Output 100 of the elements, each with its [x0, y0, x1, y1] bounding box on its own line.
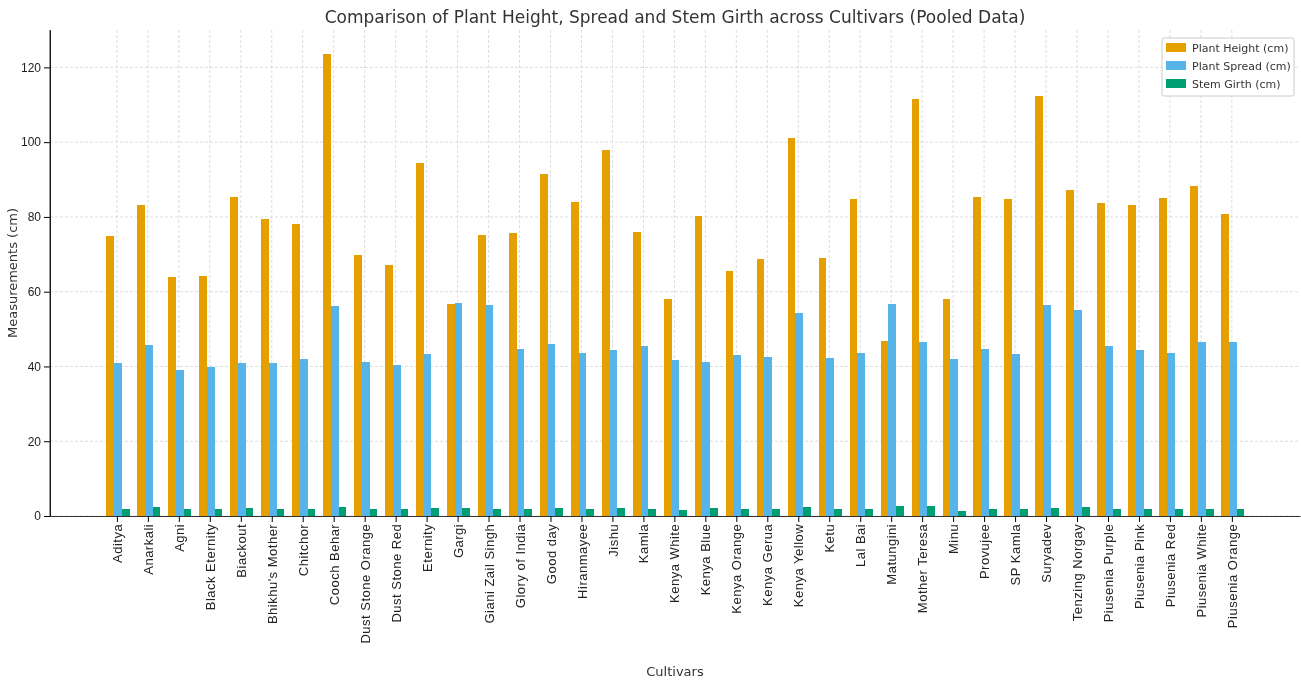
bar — [199, 275, 207, 516]
bar — [338, 507, 347, 516]
bar — [261, 218, 269, 516]
bar — [121, 508, 130, 516]
x-tick-label: Agni — [171, 523, 187, 552]
x-tick-label: Provujee — [977, 523, 993, 580]
x-tick-label: Tenzing Norgay — [1070, 523, 1086, 622]
bar — [1221, 214, 1229, 516]
x-tick-label: Matungini — [884, 523, 900, 585]
legend-label: Stem Girth (cm) — [1192, 78, 1281, 91]
bar — [911, 98, 920, 516]
bar — [361, 361, 370, 516]
bar — [168, 277, 176, 516]
x-tick-label: Mother Teresa — [915, 523, 931, 614]
bar — [617, 507, 626, 516]
bar — [896, 505, 904, 516]
bar — [1128, 204, 1137, 516]
x-tick-label: Kamla — [636, 523, 652, 564]
bar — [1236, 509, 1245, 516]
bar — [927, 506, 935, 516]
x-tick-label: Eternity — [419, 523, 435, 572]
bar — [1105, 346, 1113, 516]
bar — [919, 342, 928, 516]
x-tick-label: Piusenia Orange — [1224, 523, 1240, 629]
bar — [826, 358, 835, 516]
bar — [1174, 509, 1183, 516]
bar — [632, 231, 641, 516]
x-tick-label: Kenya Blue — [698, 523, 714, 596]
x-tick-label: Lal Bai — [853, 523, 869, 568]
y-tick-label: 80 — [27, 210, 42, 225]
bar — [957, 511, 966, 516]
bar — [392, 364, 401, 516]
bar — [1143, 509, 1152, 516]
bar — [1035, 96, 1044, 516]
bar — [547, 344, 556, 516]
bar — [601, 149, 610, 516]
bar — [764, 357, 773, 516]
bar — [733, 355, 742, 516]
bar — [431, 507, 440, 516]
bar — [741, 508, 749, 516]
bar — [1004, 199, 1013, 516]
bar — [942, 298, 951, 516]
bar — [1081, 507, 1090, 516]
y-tick-label: 60 — [27, 285, 42, 300]
bar — [446, 304, 455, 516]
x-tick-label: Biackout — [233, 523, 249, 578]
bar — [1112, 509, 1121, 516]
bar — [702, 361, 711, 516]
x-tick-label: Aditya — [109, 523, 125, 563]
bar — [834, 509, 842, 516]
x-tick-label: Piusenia Purple — [1101, 523, 1117, 623]
bar — [1066, 189, 1075, 516]
chart-title: Comparison of Plant Height, Spread and Stem Girth across Cultivars (Pooled Data) — [324, 7, 1026, 27]
bar — [416, 162, 424, 516]
x-tick-label: Bhikhu's Mother — [264, 523, 280, 625]
x-tick-label: Black Eternity — [202, 523, 218, 611]
x-tick-label: Suryadev — [1039, 523, 1055, 583]
bar — [803, 507, 811, 516]
bar — [230, 197, 238, 516]
y-tick-label: 120 — [20, 60, 42, 75]
x-tick-label: Gargi — [450, 523, 466, 559]
bar — [493, 508, 502, 516]
bar — [555, 508, 564, 516]
x-tick-label: Kenya Yellow — [791, 523, 807, 608]
legend-label: Plant Height (cm) — [1192, 42, 1289, 55]
bar — [880, 340, 889, 516]
y-tick-label: 100 — [20, 135, 42, 150]
x-tick-label: Glory of India — [512, 523, 528, 609]
bar — [477, 234, 486, 516]
bar — [795, 312, 804, 516]
bar — [818, 258, 827, 516]
bar — [663, 298, 672, 516]
y-tick-label: 40 — [27, 359, 42, 374]
bar — [648, 508, 657, 516]
bar — [1019, 509, 1028, 516]
bar — [609, 350, 618, 516]
bar — [268, 363, 277, 516]
bar — [524, 508, 533, 516]
x-tick-label: Anarkali — [140, 523, 156, 575]
bar — [710, 507, 718, 516]
x-tick-label: Piusenia White — [1193, 523, 1209, 618]
bar — [354, 255, 362, 516]
bar — [1074, 309, 1082, 516]
bar — [385, 264, 393, 516]
y-tick-label: 0 — [34, 509, 42, 524]
bar — [152, 507, 161, 516]
bar — [973, 196, 982, 516]
bar — [888, 304, 897, 516]
x-tick-label: Ketu — [822, 523, 838, 553]
bar — [485, 305, 494, 516]
x-axis-title: Cultivars — [646, 664, 704, 679]
bar — [1043, 304, 1051, 516]
bar — [539, 173, 548, 516]
x-tick-label: Good day — [543, 523, 559, 585]
bar — [725, 270, 734, 516]
bar — [857, 353, 866, 516]
bar — [106, 235, 115, 516]
bar — [787, 138, 796, 516]
x-tick-label: Jishu — [605, 523, 621, 557]
bar — [988, 509, 997, 516]
